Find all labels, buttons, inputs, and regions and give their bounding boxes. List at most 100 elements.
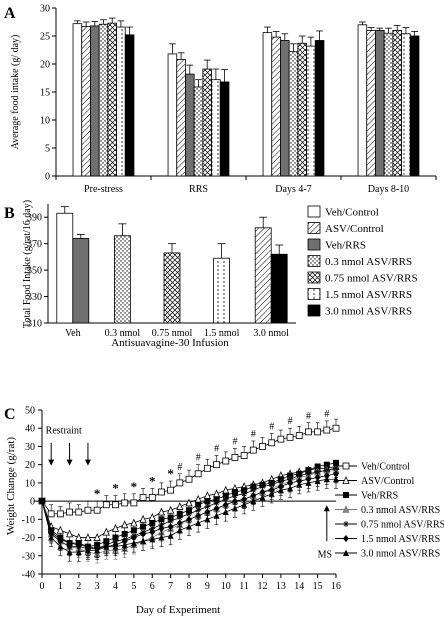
- bar-0-3-nmol-asv-rrs-days-8-10: [383, 32, 394, 177]
- bar-1-5-nmol-asv-rrs-days-4-7: [306, 45, 316, 177]
- point-asv-control: [121, 520, 129, 529]
- point-asv-control: [111, 523, 120, 532]
- point-3-0-nmol-asv-rrs: [121, 541, 128, 548]
- significance-star: *: [112, 481, 119, 496]
- point-1-5-nmol-asv-rrs: [250, 492, 257, 500]
- point-1-5-nmol-asv-rrs: [167, 523, 174, 531]
- point-asv-control: [56, 525, 65, 534]
- asterisk-stroke: [232, 493, 238, 499]
- point-veh-rrs: [241, 487, 248, 494]
- asterisk-stroke: [296, 473, 302, 478]
- bar-0-3-nmol-asv-rrs-0-3-nmol: [114, 235, 131, 324]
- point-1-5-nmol-asv-rrs: [323, 472, 330, 480]
- panel-a-y-tick-label: 0: [45, 172, 50, 183]
- point-1-5-nmol-asv-rrs: [287, 479, 294, 487]
- panel-a-y-tick-label: 30: [40, 4, 50, 15]
- point-asv-control: [93, 533, 101, 541]
- panel-c-x-tick-label: 11: [239, 581, 249, 592]
- point-asv-control: [166, 505, 175, 514]
- asterisk-stroke: [343, 521, 349, 527]
- legend-label-1-5-nmol-asv-rrs: 1.5 nmol ASV/RRS: [325, 289, 412, 301]
- point-veh-rrs: [121, 530, 128, 537]
- panel-c-legend: Veh/Control ASV/Control Veh/RRS 0.3 nmol AS…: [335, 462, 444, 560]
- point-veh-control: [222, 457, 230, 465]
- bar-1-5-nmol-asv-rrs-1-5-nmol: [213, 257, 231, 324]
- series-0-75-nmol-asv-rrs: [39, 465, 339, 558]
- asterisk-stroke: [287, 476, 293, 482]
- point-veh-rrs: [222, 492, 229, 499]
- point-0-75-nmol-asv-rrs: [204, 503, 211, 510]
- point-veh-rrs: [140, 523, 147, 530]
- bar-veh-control-days-4-7: [262, 32, 273, 177]
- point-veh-control: [213, 461, 220, 469]
- series-3-0-nmol-asv-rrs: [39, 475, 339, 562]
- point-3-0-nmol-asv-rrs: [158, 534, 165, 541]
- point-veh-rrs: [149, 519, 156, 526]
- point-3-0-nmol-asv-rrs: [231, 504, 238, 512]
- bar-asv-control-days-4-7: [271, 36, 281, 177]
- significance-hash: #: [306, 411, 311, 422]
- point-veh-control: [268, 439, 276, 447]
- restraint-arrow-head: [48, 459, 55, 466]
- point-3-0-nmol-asv-rrs: [57, 543, 64, 550]
- point-veh-control: [102, 501, 110, 509]
- point-veh-control: [84, 506, 92, 514]
- bar-veh-rrs-days-8-10: [375, 29, 385, 177]
- panel-a-category-label: Days 8-10: [368, 184, 409, 195]
- panel-c-x-tick-label: 13: [276, 581, 286, 592]
- point-3-0-nmol-asv-rrs: [287, 484, 294, 492]
- point-veh-control: [332, 424, 340, 432]
- point-3-0-nmol-asv-rrs: [195, 519, 202, 526]
- legend-marker-veh-control: [342, 462, 350, 470]
- panel-b-category-label: 0.75 nmol: [152, 328, 193, 339]
- point-1-5-nmol-asv-rrs: [277, 483, 284, 491]
- panel-c-x-tick-label: 10: [221, 581, 231, 592]
- point-veh-rrs: [103, 538, 110, 545]
- point-veh-control: [231, 453, 239, 461]
- panel-a-y-axis-label: Average food intake (g/ day): [10, 35, 21, 150]
- asterisk-stroke: [315, 469, 321, 475]
- legend-marker-0-75-nmol-asv-rrs: [343, 521, 349, 527]
- panel-c-x-tick-label: 7: [168, 581, 173, 592]
- point-veh-rrs: [250, 483, 257, 490]
- point-3-0-nmol-asv-rrs: [268, 490, 275, 497]
- legend-label-3-0-nmol-asv-rrs: 3.0 nmol ASV/RRS: [361, 549, 440, 560]
- bar-0-75-nmol-asv-rrs-pre-stress: [107, 22, 117, 177]
- point-veh-rrs: [94, 541, 101, 548]
- bar-1-5-nmol-asv-rrs-days-8-10: [401, 33, 411, 177]
- significance-hash: #: [214, 444, 219, 455]
- point-asv-control: [148, 513, 156, 521]
- point-1-5-nmol-asv-rrs: [296, 477, 303, 485]
- panel-c-x-tick-label: 0: [40, 581, 45, 592]
- point-veh-control: [259, 443, 266, 450]
- legend-label-veh-control: Veh/Control: [361, 462, 410, 473]
- point-veh-control: [249, 446, 257, 454]
- legend-swatch-0-3-nmol-asv-rrs: [307, 255, 321, 267]
- restraint-arrow-head: [66, 459, 73, 466]
- panel-c-y-tick-label: 0: [30, 497, 35, 508]
- asterisk-stroke: [241, 491, 247, 497]
- point-veh-rrs: [112, 534, 119, 541]
- panel-c-y-tick-label: 40: [25, 424, 35, 435]
- point-1-5-nmol-asv-rrs: [176, 519, 183, 527]
- point-1-5-nmol-asv-rrs: [259, 488, 266, 496]
- asterisk-stroke: [159, 522, 164, 528]
- point-3-0-nmol-asv-rrs: [140, 537, 147, 545]
- panel-b-y-tick-label: 370: [27, 239, 42, 250]
- point-1-5-nmol-asv-rrs: [204, 508, 211, 516]
- panel-b-legend: Veh/Control ASV/Control Veh/RRS 0.3 nmol AS…: [307, 205, 418, 318]
- asterisk-stroke: [306, 471, 311, 477]
- point-veh-control: [240, 452, 248, 459]
- point-asv-control: [84, 533, 92, 541]
- point-asv-control: [157, 507, 166, 516]
- legend-label-0-3-nmol-asv-rrs: 0.3 nmol ASV/RRS: [325, 256, 412, 268]
- point-veh-rrs: [287, 472, 294, 479]
- point-3-0-nmol-asv-rrs: [39, 497, 45, 505]
- point-1-5-nmol-asv-rrs: [231, 497, 238, 505]
- legend-marker-3-0-nmol-asv-rrs: [343, 549, 349, 556]
- point-3-0-nmol-asv-rrs: [305, 479, 312, 486]
- panel-c-y-tick-label: 20: [25, 460, 35, 471]
- legend-marker-veh-rrs: [343, 492, 349, 498]
- asterisk-stroke: [260, 484, 265, 489]
- point-veh-rrs: [213, 496, 220, 503]
